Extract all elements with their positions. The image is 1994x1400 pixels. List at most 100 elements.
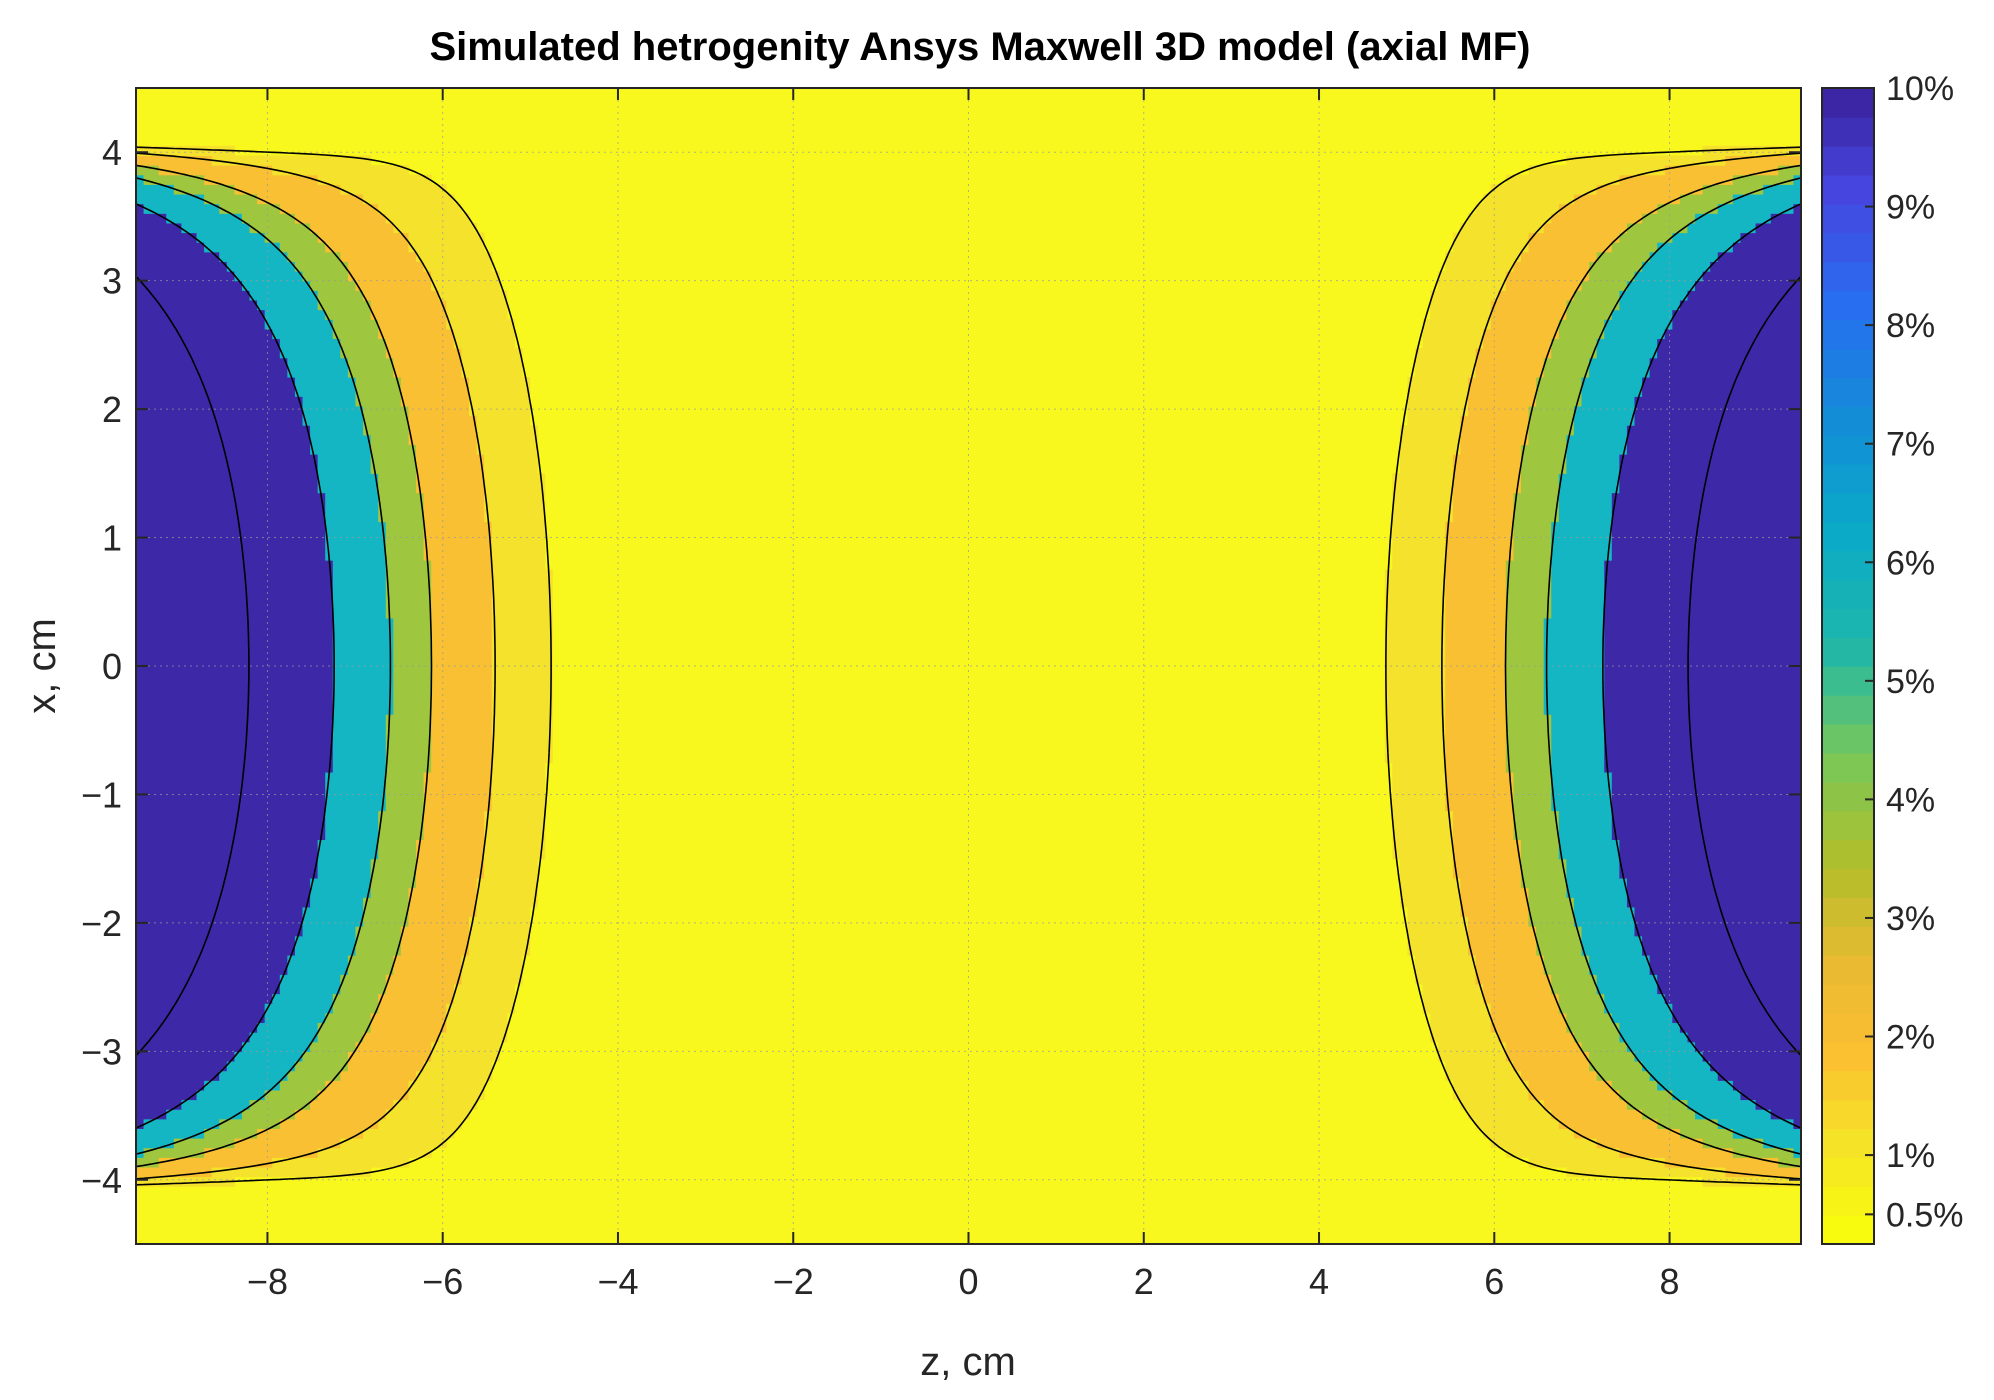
contour-band-cell	[1452, 1080, 1530, 1091]
contour-band-cell	[431, 598, 493, 609]
contour-band-cell	[317, 1032, 364, 1043]
contour-band-cell	[136, 145, 235, 157]
contour-band-cell	[249, 290, 319, 301]
contour-band-cell	[1551, 771, 1613, 783]
contour-band-cell	[1452, 829, 1515, 840]
contour-band-cell	[340, 1138, 447, 1149]
contour-band-cell	[1392, 540, 1446, 551]
contour-band-cell	[1460, 1099, 1545, 1110]
contour-band-cell	[1392, 521, 1446, 532]
contour-band-cell	[393, 675, 432, 686]
contour-band-cell	[1604, 694, 1802, 706]
contour-band-cell	[1710, 261, 1802, 272]
contour-band-cell	[317, 473, 379, 484]
contour-band-cell	[1619, 1032, 1689, 1043]
contour-band-cell	[1649, 251, 1719, 262]
colorbar-segment	[1822, 145, 1874, 176]
contour-band-cell	[1520, 444, 1567, 455]
contour-band-cell	[1573, 897, 1628, 908]
contour-band-cell	[136, 1128, 205, 1139]
contour-band-cell	[484, 839, 546, 850]
contour-band-cell	[332, 694, 394, 706]
contour-band-cell	[431, 280, 500, 291]
contour-band-cell	[317, 1147, 432, 1158]
contour-band-cell	[1763, 1138, 1802, 1149]
contour-band-cell	[1664, 328, 1802, 340]
contour-band-cell	[136, 820, 326, 831]
contour-band-cell	[1536, 396, 1583, 407]
contour-band-cell	[332, 666, 394, 677]
contour-band-cell	[1566, 155, 1726, 166]
contour-band-cell	[347, 1060, 425, 1072]
contour-band-cell	[294, 1060, 349, 1072]
contour-band-cell	[1513, 771, 1552, 783]
contour-band-cell	[1596, 184, 1704, 195]
contour-band-cell	[332, 598, 387, 609]
contour-band-cell	[1657, 348, 1802, 359]
contour-band-cell	[1619, 299, 1681, 311]
x-tick-label: 6	[1484, 1261, 1504, 1302]
contour-band-cell	[423, 820, 485, 831]
contour-band-cell	[257, 193, 364, 205]
contour-band-cell	[1528, 232, 1620, 243]
contour-band-cell	[1384, 675, 1446, 686]
contour-band-cell	[1657, 974, 1802, 985]
contour-band-cell	[294, 261, 349, 272]
contour-band-cell	[287, 251, 341, 262]
contour-band-cell	[136, 1166, 213, 1178]
contour-band-cell	[1452, 1089, 1530, 1101]
contour-band-cell	[1672, 232, 1742, 243]
contour-band-cell	[1399, 434, 1462, 446]
contour-band-cell	[416, 877, 478, 889]
contour-band-cell	[1619, 1089, 1673, 1101]
contour-band-cell	[1384, 685, 1446, 696]
contour-band-cell	[1657, 242, 1734, 253]
contour-band-cell	[1740, 1089, 1802, 1101]
contour-band-cell	[136, 887, 311, 898]
contour-band-cell	[1422, 983, 1484, 995]
contour-band-cell	[1520, 463, 1567, 474]
contour-band-cell	[332, 685, 394, 696]
colorbar-segment	[1822, 752, 1874, 783]
contour-band-cell	[385, 781, 425, 792]
contour-band-cell	[1634, 926, 1802, 937]
contour-band-cell	[355, 945, 402, 956]
contour-band-cell	[294, 1109, 387, 1120]
contour-band-cell	[484, 482, 546, 494]
contour-band-cell	[1604, 319, 1673, 330]
contour-band-cell	[423, 531, 493, 542]
contour-band-cell	[1619, 1022, 1681, 1033]
contour-band-cell	[1392, 791, 1446, 802]
contour-band-cell	[1551, 791, 1613, 802]
colorbar-segment	[1822, 983, 1874, 1014]
contour-band-cell	[1717, 251, 1802, 262]
contour-band-cell	[385, 521, 425, 532]
contour-band-cell	[1490, 1138, 1598, 1149]
contour-line-0.5	[135, 146, 1802, 1186]
contour-band-cell	[408, 415, 478, 426]
contour-band-cell	[1604, 588, 1802, 600]
contour-band-cell	[136, 800, 326, 812]
contour-band-cell	[1679, 299, 1802, 311]
contour-band-cell	[136, 868, 319, 879]
contour-band-cell	[1475, 964, 1545, 975]
contour-band-cell	[136, 309, 266, 320]
contour-band-cell	[1483, 328, 1560, 340]
contour-band-cell	[325, 502, 379, 513]
contour-band-cell	[1407, 926, 1469, 937]
contour-band-cell	[136, 473, 319, 484]
contour-band-cell	[1399, 868, 1454, 879]
contour-band-cell	[272, 1157, 410, 1168]
contour-band-cell	[484, 829, 546, 840]
contour-band-cell	[204, 242, 281, 253]
colorbar-segment	[1822, 1186, 1874, 1216]
contour-band-cell	[363, 415, 410, 426]
contour-band-cell	[136, 791, 326, 802]
contour-band-cell	[1422, 338, 1484, 349]
contour-band-cell	[332, 675, 394, 686]
contour-band-cell	[484, 473, 546, 484]
contour-band-cell	[1407, 377, 1469, 388]
contour-band-cell	[1604, 993, 1666, 1004]
contour-band-cell	[158, 165, 273, 176]
contour-band-cell	[332, 743, 387, 754]
